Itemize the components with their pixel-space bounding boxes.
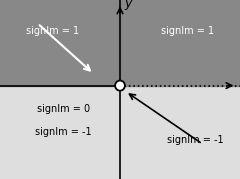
Text: y: y bbox=[125, 0, 132, 10]
Circle shape bbox=[115, 81, 125, 91]
Text: signIm = 0: signIm = 0 bbox=[37, 104, 90, 114]
Text: signIm = -1: signIm = -1 bbox=[36, 127, 92, 137]
Text: signIm = 1: signIm = 1 bbox=[26, 26, 79, 36]
Text: signIm = -1: signIm = -1 bbox=[167, 135, 223, 145]
Text: signIm = 1: signIm = 1 bbox=[161, 26, 214, 36]
